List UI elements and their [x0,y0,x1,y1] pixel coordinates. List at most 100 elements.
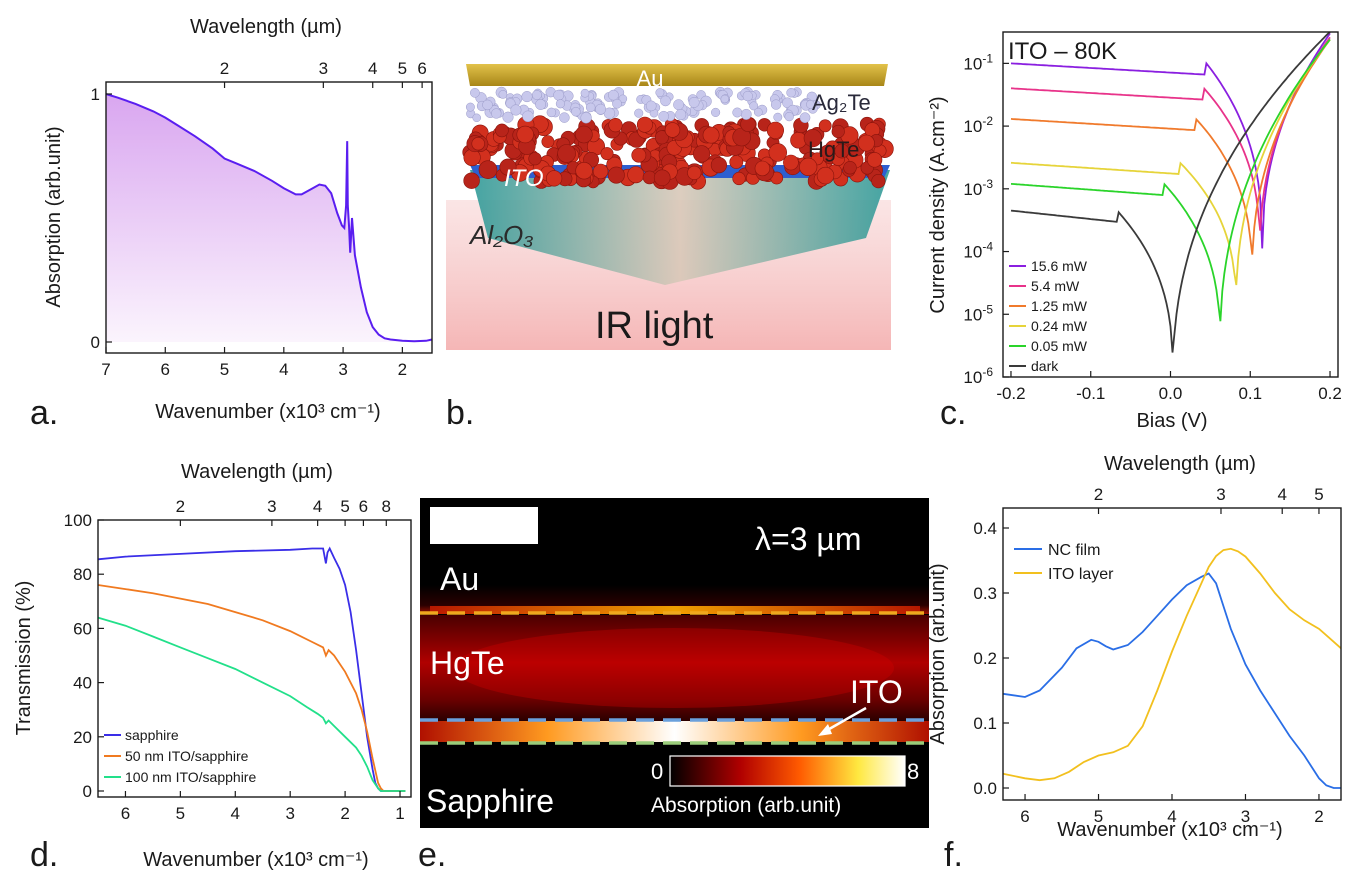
legend-label: 1.25 mW [1031,298,1088,314]
hgte-nanocrystal [858,134,875,152]
top-tick-label: 3 [1216,485,1225,504]
ag2te-nanocrystal [660,95,671,107]
panel-c-iv-curves [1010,31,1331,353]
region-label-sapphire: Sapphire [426,783,554,819]
ag2te-nanocrystal [612,98,622,109]
legend-label: 0.24 mW [1031,318,1088,334]
y-tick-label: 0.3 [973,584,997,603]
legend-label: 100 nm ITO/sapphire [125,769,256,785]
ito-pointer-arrow [823,706,867,734]
hgte-nanocrystal [499,158,517,176]
ag2te-nanocrystal [465,102,475,112]
y-tick-label: 0 [91,333,100,352]
ag2te-nanocrystal [770,99,782,110]
absorption-curve-NC-film [1002,572,1341,789]
colorbar [669,755,906,787]
panel-a-top-axis-label: Wavelength (µm) [190,16,342,38]
hgte-nanocrystal [754,160,771,177]
hgte-nanocrystal [471,137,485,151]
ag2te-nanocrystal [673,99,685,111]
hgte-nanocrystal [729,155,744,169]
ag2te-nanocrystal [531,90,542,100]
hgte-nanocrystal [710,157,728,174]
panel-f-top-ticks: 2 3 4 5 [1094,485,1324,514]
panel-d-x-axis-label: Wavenumber (x10³ cm⁻¹) [143,849,368,871]
y-tick-label: 100 [64,511,92,530]
hgte-nanocrystal [831,124,845,139]
hgte-nanocrystal [495,123,509,138]
region-label-hgte: HgTe [430,645,505,681]
ag2te-nanocrystal [521,91,533,103]
top-tick-label: 2 [1094,485,1103,504]
map-hgte-hotspot [454,628,894,708]
hgte-nanocrystal [575,162,593,180]
hgte-nanocrystal [834,143,850,159]
ito-pointer-arrowhead [818,724,832,736]
y-tick-label: 10-5 [963,302,993,324]
legend-label: NC film [1048,542,1100,559]
top-tick-label: 6 [417,59,426,78]
region-label-ito: ITO [850,674,903,710]
panel-d-y-axis-label: Transmission (%) [13,581,35,736]
layer-label-al2o3: Al₂O₃ [468,220,534,250]
top-tick-label: 3 [267,497,276,516]
panel-label-c: c. [940,394,966,432]
hgte-nanocrystal [557,144,576,163]
x-tick-label: 5 [176,804,185,823]
y-tick-label: 0.1 [973,714,997,733]
ag2te-nanocrystal [546,107,557,118]
hgte-nanocrystal [608,117,623,133]
absorption-curve-ITO-layer [1002,547,1342,782]
hgte-nanocrystal [692,145,711,163]
hgte-nanocrystal [463,148,481,167]
hgte-nanocrystal-layer [462,115,894,190]
hgte-nanocrystal [592,163,609,180]
x-tick-label: 6 [161,360,170,379]
hgte-nanocrystal [478,160,498,179]
x-tick-label: 0.0 [1159,384,1183,403]
y-tick-label: 10-4 [963,240,993,262]
transmission-curve-100-nm-ITO-sapphire [97,616,406,792]
y-tick-label: 40 [73,674,92,693]
y-tick-label: 10-3 [963,177,993,199]
sapphire-substrate [470,170,890,285]
ag2te-nanocrystal [806,100,815,109]
panel-f-absorption-curves [1002,547,1342,789]
ag2te-nanocrystal [482,99,493,111]
panel-label-a: a. [30,394,58,432]
hgte-nanocrystal [803,129,822,148]
x-tick-label: 5 [1094,807,1103,826]
ag2te-nanocrystal [675,109,687,121]
ag2te-nanocrystal [470,87,480,98]
hgte-nanocrystal [664,122,681,138]
panel-label-f: f. [944,836,963,873]
layer-label-au: Au [637,66,664,91]
iv-curve-dark [1010,31,1331,353]
legend-label: ITO layer [1048,566,1114,583]
top-tick-label: 5 [398,59,407,78]
panel-d-frame [97,519,412,798]
ag2te-nanocrystal [580,88,590,98]
ag2te-nanocrystal [585,102,596,113]
ir-light-caption: IR light [595,305,714,347]
colorbar-min-label: 0 [651,759,663,784]
top-tick-label: 2 [176,497,185,516]
ag2te-nanocrystal [753,107,763,117]
hgte-nanocrystal [627,166,645,184]
top-tick-label: 2 [220,59,229,78]
hgte-nanocrystal [516,125,534,144]
top-tick-label: 4 [368,59,377,78]
hgte-nanocrystal [783,154,799,171]
legend-label: sapphire [125,727,179,743]
map-hgte-region [420,615,929,721]
x-tick-label: -0.1 [1076,384,1105,403]
hgte-nanocrystal [541,135,555,148]
hgte-nanocrystal [866,152,883,168]
x-tick-label: 4 [1167,807,1176,826]
panel-label-d: d. [30,836,58,873]
iv-curve-0-24-mW [1010,38,1331,286]
